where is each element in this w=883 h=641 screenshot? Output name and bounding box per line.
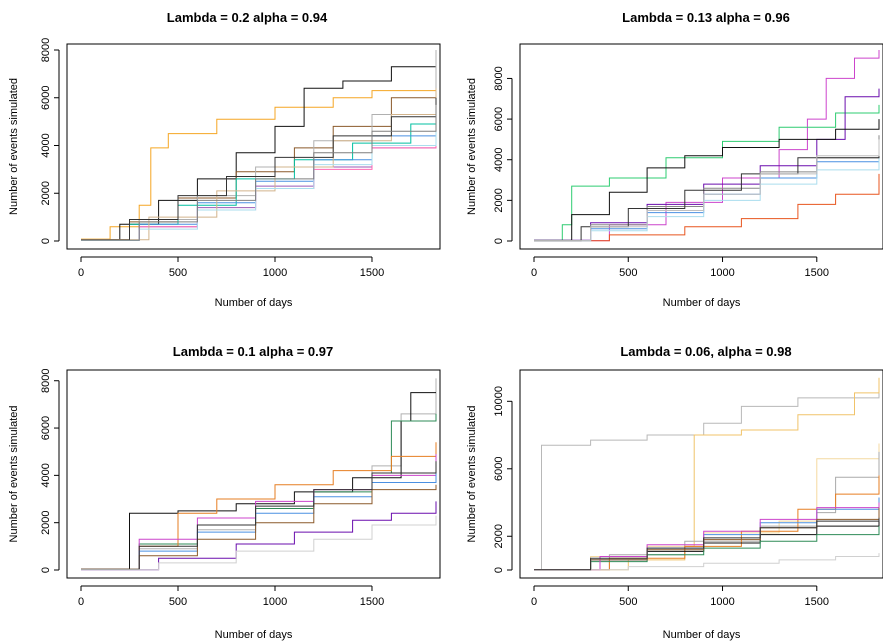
series-line-3 bbox=[534, 88, 880, 241]
x-tick-label: 1000 bbox=[263, 596, 287, 608]
series-line-8 bbox=[81, 124, 437, 241]
chart-panel-1: Lambda = 0.2 alpha = 0.94 0 500 1000 1500 Num… bbox=[8, 10, 441, 309]
series-line-12 bbox=[81, 104, 437, 241]
series-line-9 bbox=[534, 143, 880, 242]
series-line-3 bbox=[81, 413, 437, 570]
x-axis-label: Number of days bbox=[215, 629, 293, 641]
series-line-7 bbox=[81, 484, 437, 570]
series-line-3 bbox=[534, 443, 880, 571]
x-tick-label: 500 bbox=[169, 267, 187, 279]
y-tick-label: 6000 bbox=[40, 86, 52, 110]
y-tick-label: 0 bbox=[493, 238, 505, 244]
x-tick-label: 1000 bbox=[710, 596, 734, 608]
y-tick-label: 6000 bbox=[493, 107, 505, 131]
series-line-2 bbox=[534, 104, 880, 241]
series-line-12 bbox=[534, 517, 880, 571]
y-tick-label: 2000 bbox=[493, 188, 505, 212]
y-tick-label: 0 bbox=[40, 567, 52, 573]
y-axis-label: Number of events simulated bbox=[8, 78, 20, 215]
series-line-9 bbox=[81, 461, 437, 570]
y-tick-label: 8000 bbox=[40, 368, 52, 392]
x-tick-label: 500 bbox=[619, 267, 637, 279]
chart-title: Lambda = 0.1 alpha = 0.97 bbox=[173, 344, 333, 359]
y-tick-label: 8000 bbox=[40, 38, 52, 62]
series-line-1 bbox=[534, 50, 880, 242]
y-tick-label: 4000 bbox=[40, 463, 52, 487]
plot-frame bbox=[66, 369, 441, 579]
series-line-3 bbox=[81, 69, 437, 241]
y-axis-label: Number of events simulated bbox=[466, 78, 478, 215]
x-tick-label: 500 bbox=[169, 596, 187, 608]
y-tick-label: 8000 bbox=[493, 66, 505, 90]
chart-panel-2: Lambda = 0.13 alpha = 0.96 0 500 1000 1500 Nu… bbox=[466, 10, 883, 309]
series-line-5 bbox=[534, 119, 880, 241]
x-axis-label: Number of days bbox=[663, 297, 741, 309]
series-line-10 bbox=[81, 515, 437, 571]
series-line-1 bbox=[81, 378, 437, 570]
x-tick-label: 1500 bbox=[805, 267, 829, 279]
x-tick-label: 1500 bbox=[805, 596, 829, 608]
series-line-5 bbox=[81, 454, 437, 570]
x-tick-label: 1500 bbox=[360, 596, 384, 608]
series-line-10 bbox=[534, 139, 880, 242]
series-line-5 bbox=[534, 475, 880, 571]
series-line-2 bbox=[81, 392, 436, 570]
x-tick-label: 1000 bbox=[710, 267, 734, 279]
x-tick-label: 0 bbox=[78, 267, 84, 279]
plot-frame bbox=[519, 43, 883, 250]
x-tick-label: 0 bbox=[531, 267, 537, 279]
chart-panel-3: Lambda = 0.1 alpha = 0.97 0 500 1000 1500 Num… bbox=[8, 344, 441, 641]
y-tick-label: 0 bbox=[40, 238, 52, 244]
series-line-8 bbox=[534, 153, 880, 242]
x-axis-label: Number of days bbox=[663, 629, 741, 641]
chart-title: Lambda = 0.13 alpha = 0.96 bbox=[622, 10, 790, 25]
series-line-4 bbox=[534, 451, 880, 571]
chart-title: Lambda = 0.06, alpha = 0.98 bbox=[620, 344, 791, 359]
y-axis-label: Number of events simulated bbox=[8, 406, 20, 543]
y-tick-label: 2000 bbox=[40, 181, 52, 205]
series-line-11 bbox=[534, 553, 880, 571]
y-tick-label: 2000 bbox=[40, 510, 52, 534]
plot-frame bbox=[519, 369, 883, 579]
series-line-7 bbox=[81, 107, 437, 241]
series-line-6 bbox=[534, 141, 880, 242]
series-line-8 bbox=[81, 501, 437, 571]
y-tick-label: 10000 bbox=[493, 386, 505, 417]
x-tick-label: 0 bbox=[531, 596, 537, 608]
x-tick-label: 0 bbox=[78, 596, 84, 608]
series-line-2 bbox=[81, 57, 437, 241]
y-axis-label: Number of events simulated bbox=[466, 406, 478, 543]
y-tick-label: 6000 bbox=[40, 416, 52, 440]
chart-panel-4: Lambda = 0.06, alpha = 0.98 0 500 1000 1500 N… bbox=[466, 344, 883, 641]
series-line-10 bbox=[81, 97, 437, 241]
y-tick-label: 0 bbox=[493, 567, 505, 573]
series-line-6 bbox=[81, 468, 437, 570]
plot-frame bbox=[66, 43, 441, 250]
series-line-11 bbox=[81, 128, 437, 241]
series-line-6 bbox=[534, 516, 880, 571]
y-tick-label: 4000 bbox=[40, 133, 52, 157]
y-tick-label: 6000 bbox=[493, 457, 505, 481]
y-tick-label: 2000 bbox=[493, 524, 505, 548]
y-tick-label: 4000 bbox=[493, 147, 505, 171]
x-tick-label: 1000 bbox=[263, 267, 287, 279]
series-line-1 bbox=[81, 81, 437, 240]
x-tick-label: 500 bbox=[619, 596, 637, 608]
series-line-9 bbox=[81, 88, 437, 241]
x-tick-label: 1500 bbox=[360, 267, 384, 279]
chart-title: Lambda = 0.2 alpha = 0.94 bbox=[167, 10, 328, 25]
series-line-9 bbox=[534, 502, 880, 571]
series-line-8 bbox=[534, 497, 880, 571]
series-line-4 bbox=[534, 173, 880, 242]
x-axis-label: Number of days bbox=[215, 297, 293, 309]
series-line-7 bbox=[534, 135, 880, 242]
